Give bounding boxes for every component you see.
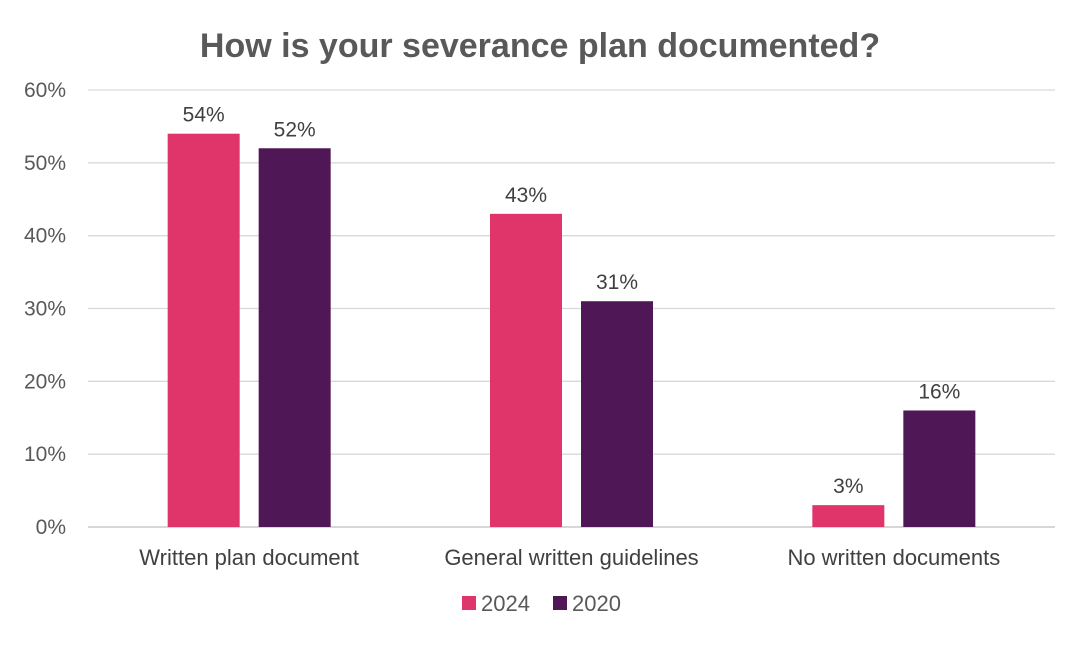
legend-swatch-2020 [553,596,567,610]
y-tick-label: 40% [24,225,66,248]
y-tick-label: 50% [24,152,66,175]
bar-2020-1 [581,301,653,527]
bar-2024-1 [490,213,562,528]
y-tick-label: 0% [36,516,66,539]
bar-2020-2 [903,410,976,527]
y-tick-label: 30% [24,298,66,321]
bar-2024-2 [812,505,885,527]
data-label: 43% [505,184,547,207]
legend-swatch-2024 [462,596,476,610]
legend-label: 2020 [572,591,621,616]
chart-title: How is your severance plan documented? [200,27,880,65]
y-tick-label: 60% [24,79,66,102]
category-label: General written guidelines [444,545,698,570]
y-tick-label: 10% [24,443,66,466]
bar-2024-0 [167,133,240,527]
legend-label: 2024 [481,591,530,616]
bar-2020-0 [258,148,331,527]
category-label: No written documents [787,545,1000,570]
data-label: 31% [596,271,638,294]
data-label: 3% [833,475,863,498]
data-label: 52% [274,118,316,141]
data-label: 54% [183,104,225,127]
y-tick-label: 20% [24,370,66,393]
category-label: Written plan document [139,545,359,570]
data-label: 16% [918,380,960,403]
